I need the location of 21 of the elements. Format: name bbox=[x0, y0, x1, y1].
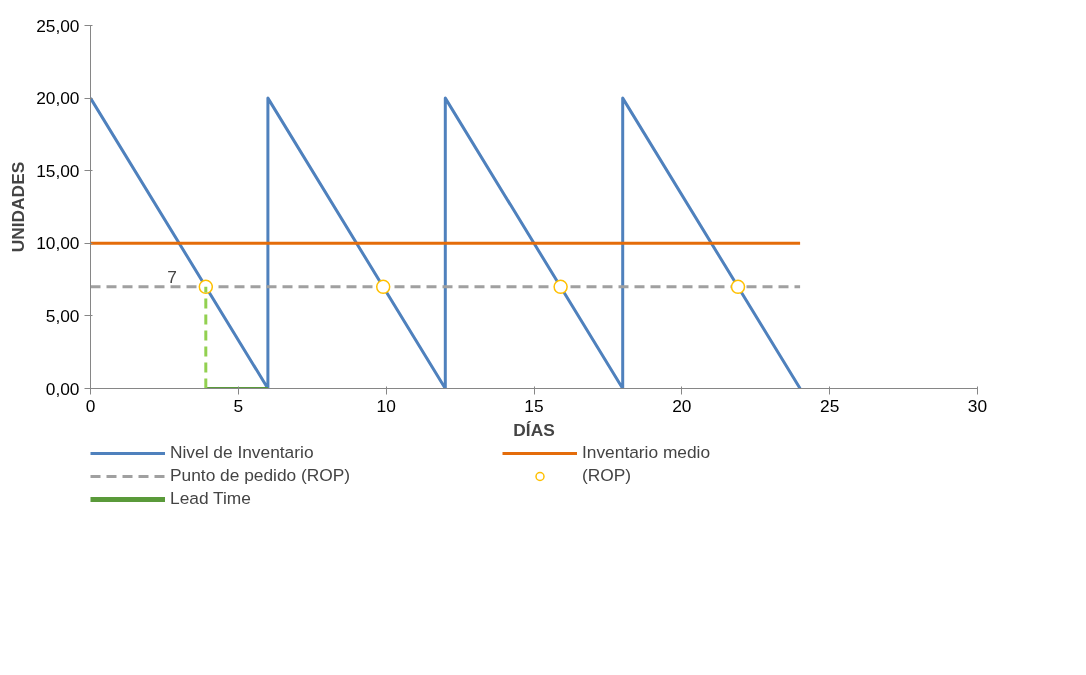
y-tick-label: 10,00 bbox=[36, 233, 80, 254]
x-tick-label: 10 bbox=[376, 395, 396, 416]
x-axis-title: DÍAS bbox=[513, 419, 555, 440]
x-tick-label: 20 bbox=[672, 395, 692, 416]
legend-label: Punto de pedido (ROP) bbox=[170, 465, 352, 486]
y-tick-label: 0,00 bbox=[45, 378, 80, 399]
x-tick-label: 30 bbox=[967, 395, 988, 416]
x-tick-label: 0 bbox=[85, 395, 96, 416]
x-tick-label: 25 bbox=[820, 395, 840, 416]
y-tick-label: 5,00 bbox=[45, 305, 80, 326]
x-tick-label: 5 bbox=[233, 395, 244, 416]
y-axis-title: UNIDADES bbox=[8, 161, 29, 253]
y-tick-label: 20,00 bbox=[36, 88, 80, 109]
x-tick-label: 15 bbox=[524, 395, 544, 416]
legend-label: (ROP) bbox=[582, 465, 633, 486]
y-tick-label: 15,00 bbox=[36, 160, 80, 181]
y-tick-label: 25,00 bbox=[36, 15, 80, 36]
legend-label: Inventario medio bbox=[582, 442, 712, 463]
legend-label: Lead Time bbox=[170, 488, 252, 509]
annotation: 7 bbox=[167, 266, 178, 287]
legend-label: Nivel de Inventario bbox=[170, 442, 315, 463]
